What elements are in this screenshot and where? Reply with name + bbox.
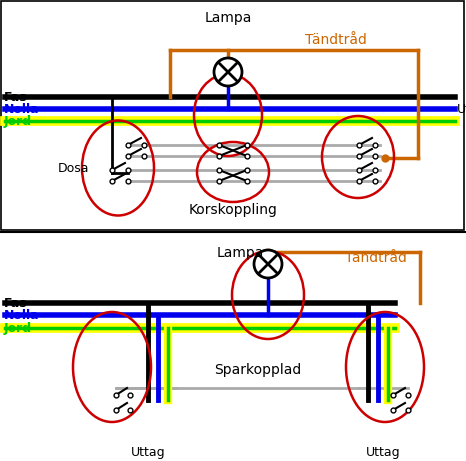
Text: Lampa: Lampa — [204, 11, 252, 25]
Text: Tändtråd: Tändtråd — [345, 251, 407, 265]
Text: Sparkopplad: Sparkopplad — [214, 363, 302, 377]
Bar — [1, 1, 464, 230]
Text: Fas: Fas — [4, 296, 27, 309]
Text: Nolla: Nolla — [4, 308, 40, 321]
Text: Jord: Jord — [4, 114, 32, 128]
Circle shape — [214, 58, 242, 86]
Text: Uttag: Uttag — [457, 102, 466, 116]
Text: Lampa: Lampa — [216, 246, 264, 260]
Text: Jord: Jord — [4, 321, 32, 335]
Text: Fas: Fas — [4, 90, 27, 104]
Text: Uttag: Uttag — [130, 445, 165, 459]
Text: Dosa: Dosa — [58, 161, 89, 175]
Text: Uttag: Uttag — [366, 445, 400, 459]
Text: Nolla: Nolla — [4, 102, 40, 116]
Text: Tändtråd: Tändtråd — [305, 33, 367, 47]
Text: Korskoppling: Korskoppling — [189, 203, 277, 217]
Circle shape — [254, 250, 282, 278]
